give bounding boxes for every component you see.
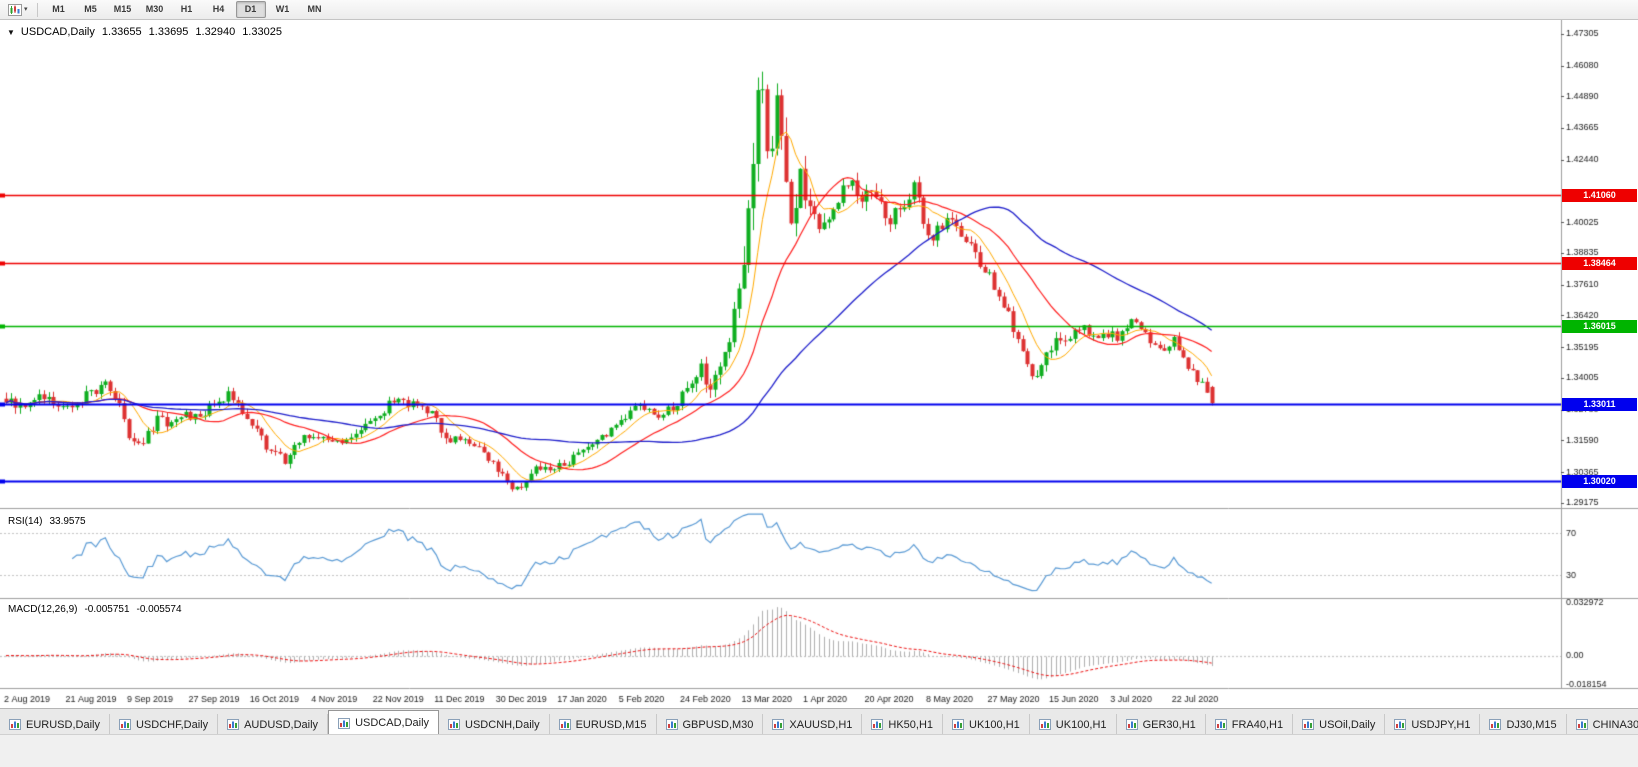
tab-chart-icon [118, 719, 131, 730]
chart-type-selector[interactable]: ▾ [4, 2, 32, 18]
tab-label: USDCNH,Daily [465, 718, 540, 731]
tab-label: UK100,H1 [1055, 718, 1107, 731]
tab-eurusd-daily[interactable]: EURUSD,Daily [0, 714, 110, 735]
rsi-value: 33.9575 [49, 516, 86, 527]
ohlc-close: 1.33025 [242, 26, 282, 38]
tab-usdjpy-h1[interactable]: USDJPY,H1 [1385, 714, 1481, 735]
toolbar: ▾ M1 M5 M15 M30 H1 H4 D1 W1 MN [0, 0, 1638, 20]
tab-chart-icon [772, 719, 785, 730]
chart-symbol-label: USDCAD,Daily [20, 26, 95, 38]
tab-label: UK100,H1 [969, 718, 1020, 731]
chart-dropdown-icon[interactable]: ▼ [7, 27, 15, 37]
tab-chart-icon [9, 719, 21, 730]
candlestick-chart-icon [8, 3, 22, 16]
macd-signal-value: -0.005574 [136, 604, 182, 615]
tab-audusd-daily[interactable]: AUDUSD,Daily [218, 714, 329, 735]
timeframe-button-h4[interactable]: H4 [212, 4, 225, 14]
tab-usdcnh-daily[interactable]: USDCNH,Daily [439, 714, 550, 735]
tab-usdcad-daily[interactable]: USDCAD,Daily [328, 710, 440, 735]
chart-title: ▼ USDCAD,Daily 1.33655 1.33695 1.32940 1… [7, 26, 282, 38]
timeframe-button-d1[interactable]: D1 [235, 1, 266, 18]
price-chart-canvas[interactable] [0, 20, 1638, 708]
tab-label: USDCHF,Daily [135, 718, 209, 731]
tab-label: EURUSD,M15 [575, 718, 647, 731]
tab-chart-icon [1214, 719, 1227, 730]
tab-label: HK50,H1 [888, 718, 934, 731]
rsi-indicator-label: RSI(14) 33.9575 [8, 516, 86, 527]
dropdown-caret-icon[interactable]: ▾ [24, 6, 28, 13]
tab-hk50-h1[interactable]: HK50,H1 [862, 714, 944, 735]
tab-chart-icon [1302, 719, 1315, 730]
timeframe-button-h1[interactable]: H1 [180, 4, 193, 14]
timeframe-button-mn[interactable]: MN [307, 4, 322, 14]
level-badge: 1.30020 [1562, 474, 1637, 488]
chart-tabs-bar: EURUSD,Daily USDCHF,Daily AUDUSD,Daily USDC… [0, 708, 1638, 735]
timeframe-button-m30[interactable]: M30 [145, 4, 164, 14]
timeframe-button-m1[interactable]: M1 [52, 4, 65, 14]
tab-label: CHINA300,H4 [1592, 718, 1638, 731]
level-badge: 1.38464 [1562, 256, 1637, 270]
tab-chart-icon [952, 719, 965, 730]
macd-main-value: -0.005751 [84, 604, 130, 615]
ohlc-open: 1.33655 [101, 26, 142, 38]
tab-label: XAUUSD,H1 [789, 718, 853, 731]
tab-ger30-h1[interactable]: GER30,H1 [1116, 714, 1206, 735]
tab-label: FRA40,H1 [1231, 718, 1284, 731]
timeframe-button-m15[interactable]: M15 [113, 4, 132, 14]
tab-label: GER30,H1 [1142, 718, 1196, 731]
tab-label: DJ30,M15 [1506, 718, 1557, 731]
timeframe-buttons: M1 M5 M15 M30 H1 H4 D1 W1 MN [43, 1, 331, 18]
tab-chart-icon [1038, 719, 1051, 730]
tab-usdchf-daily[interactable]: USDCHF,Daily [109, 714, 219, 735]
tab-chart-icon [338, 717, 351, 729]
tab-china300-h4[interactable]: CHINA300,H4 [1566, 714, 1638, 735]
tab-chart-icon [665, 719, 678, 730]
tab-label: EURUSD,Daily [26, 718, 100, 731]
tab-label: USOil,Daily [1319, 718, 1376, 731]
macd-indicator-label: MACD(12,26,9) -0.005751 -0.005574 [8, 604, 182, 615]
tab-chart-icon [871, 719, 884, 730]
level-badge: 1.41060 [1562, 188, 1637, 202]
tab-uk100-h1[interactable]: UK100,H1 [1029, 714, 1117, 735]
tab-label: GBPUSD,M30 [682, 718, 754, 731]
macd-name: MACD(12,26,9) [8, 604, 78, 615]
tab-eurusd-m15[interactable]: EURUSD,M15 [549, 714, 657, 735]
tab-chart-icon [1394, 719, 1407, 730]
bottom-filler [0, 734, 1638, 767]
tab-chart-icon [227, 719, 240, 730]
rsi-name: RSI(14) [8, 516, 43, 527]
timeframe-button-w1[interactable]: W1 [275, 4, 290, 14]
tab-label: USDJPY,H1 [1411, 718, 1471, 731]
tab-gbpusd-m30[interactable]: GBPUSD,M30 [656, 714, 764, 735]
tab-chart-icon [448, 719, 461, 730]
tab-label: USDCAD,Daily [355, 717, 430, 729]
timeframe-button-m5[interactable]: M5 [84, 4, 97, 14]
ohlc-low: 1.32940 [195, 26, 236, 38]
tab-dj30-m15[interactable]: DJ30,M15 [1480, 714, 1567, 735]
ohlc-high: 1.33695 [148, 26, 189, 38]
tab-xauusd-h1[interactable]: XAUUSD,H1 [763, 714, 863, 735]
tab-usoil-daily[interactable]: USOil,Daily [1293, 714, 1386, 735]
tab-label: AUDUSD,Daily [244, 718, 319, 731]
tab-chart-icon [1489, 719, 1502, 730]
level-badge: 1.36015 [1562, 319, 1637, 333]
level-badge: 1.33011 [1562, 397, 1637, 411]
tab-chart-icon [1125, 719, 1138, 730]
tab-uk100-h1[interactable]: UK100,H1 [943, 714, 1030, 735]
tab-chart-icon [558, 719, 571, 730]
tab-chart-icon [1575, 719, 1588, 730]
toolbar-separator [36, 2, 38, 17]
tab-fra40-h1[interactable]: FRA40,H1 [1205, 714, 1294, 735]
